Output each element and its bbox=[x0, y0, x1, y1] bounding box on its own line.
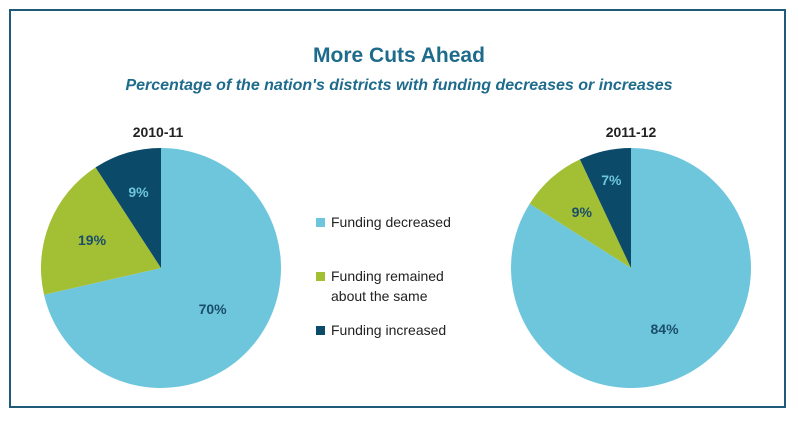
pie-2-label-decreased: 84% bbox=[651, 321, 680, 337]
legend-label-decreased: Funding decreased bbox=[331, 214, 451, 230]
pie-1-slice-increased bbox=[95, 148, 161, 268]
pie-1-slice-same bbox=[40, 167, 161, 295]
legend-swatch-decreased bbox=[316, 218, 325, 227]
pie-2-label-increased: 7% bbox=[601, 172, 622, 188]
legend-item-same: Funding remained about the same bbox=[316, 266, 476, 306]
pie-title-1: 2010-11 bbox=[133, 124, 184, 140]
pie-2-label-same: 9% bbox=[572, 204, 593, 220]
pie-1-label-same: 19% bbox=[78, 232, 107, 248]
legend-swatch-increased bbox=[316, 326, 325, 335]
pie-2-slice-increased bbox=[579, 148, 631, 268]
pie-1-slice-decreased bbox=[44, 148, 281, 388]
pie-2-slice-same bbox=[529, 159, 631, 268]
pie-title-2: 2011-12 bbox=[606, 124, 657, 140]
legend-swatch-same bbox=[316, 272, 325, 281]
pie-1-label-increased: 9% bbox=[128, 184, 149, 200]
legend-item-decreased: Funding decreased bbox=[316, 212, 516, 232]
legend-item-increased: Funding increased bbox=[316, 320, 516, 340]
pie-1-label-decreased: 70% bbox=[199, 301, 228, 317]
legend-label-increased: Funding increased bbox=[331, 322, 447, 338]
legend-label-same: Funding remained about the same bbox=[331, 268, 444, 304]
chart-title: More Cuts Ahead bbox=[313, 44, 485, 67]
chart-subtitle: Percentage of the nation's districts wit… bbox=[125, 77, 673, 94]
